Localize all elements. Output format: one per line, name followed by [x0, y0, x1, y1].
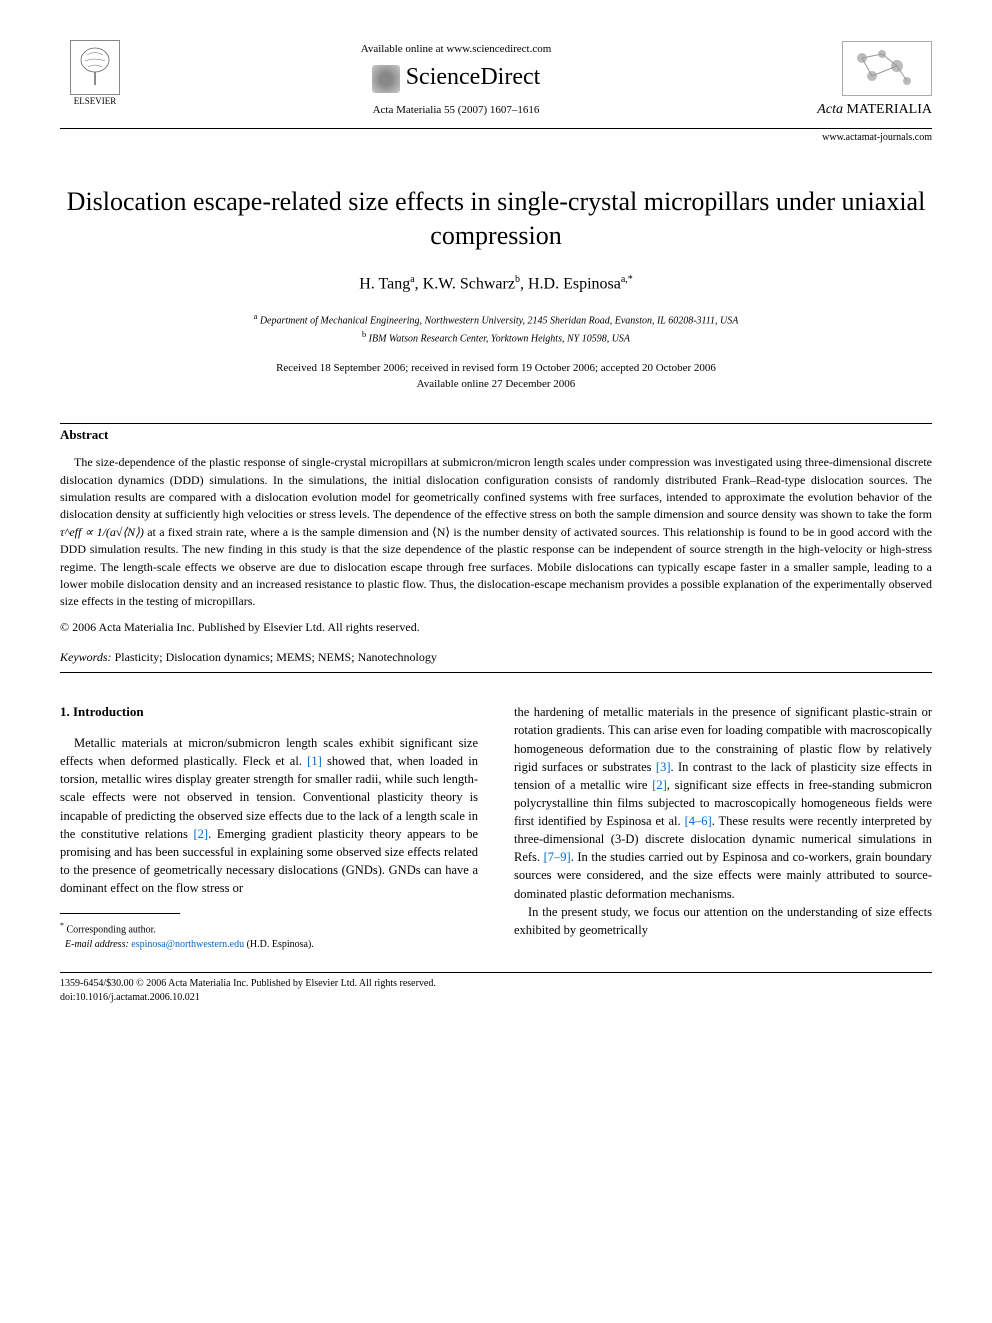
- article-title: Dislocation escape-related size effects …: [60, 185, 932, 253]
- affiliations: a Department of Mechanical Engineering, …: [60, 311, 932, 346]
- abstract-part2: at a fixed strain rate, where a is the s…: [60, 525, 932, 609]
- elsevier-tree-icon: [70, 40, 120, 95]
- email-suffix: (H.D. Espinosa).: [244, 939, 314, 950]
- author-2-aff: b: [515, 274, 520, 285]
- received-date: Received 18 September 2006; received in …: [276, 362, 716, 374]
- column-left: 1. Introduction Metallic materials at mi…: [60, 703, 478, 951]
- corresponding-author-label: Corresponding author.: [67, 925, 156, 936]
- author-3: H.D. Espinosa: [528, 275, 621, 292]
- intro-paragraph-1: Metallic materials at micron/submicron l…: [60, 734, 478, 897]
- col2-p2: In the present study, we focus our atten…: [514, 905, 932, 937]
- elsevier-logo: ELSEVIER: [60, 40, 130, 120]
- ref-link-1[interactable]: [1]: [307, 754, 322, 768]
- sciencedirect-logo: ScienceDirect: [130, 61, 782, 95]
- sciencedirect-text: ScienceDirect: [406, 64, 541, 90]
- ref-link-2b[interactable]: [2]: [652, 778, 667, 792]
- footer-info: 1359-6454/$30.00 © 2006 Acta Materialia …: [60, 977, 932, 1005]
- acta-caps: MATERIALIA: [846, 102, 932, 117]
- authors-line: H. Tanga, K.W. Schwarzb, H.D. Espinosaa,…: [60, 273, 932, 296]
- abstract-bottom-rule: [60, 672, 932, 673]
- section-1-heading: 1. Introduction: [60, 703, 478, 722]
- column-right: the hardening of metallic materials in t…: [514, 703, 932, 951]
- affiliation-a: Department of Mechanical Engineering, No…: [260, 316, 739, 327]
- author-1: H. Tang: [359, 275, 410, 292]
- author-3-aff: a,*: [621, 274, 633, 285]
- article-dates: Received 18 September 2006; received in …: [60, 360, 932, 393]
- author-2: K.W. Schwarz: [423, 275, 515, 292]
- abstract-heading: Abstract: [60, 426, 932, 444]
- author-1-aff: a: [410, 274, 414, 285]
- sciencedirect-icon: [372, 65, 400, 93]
- ref-link-79[interactable]: [7–9]: [544, 850, 571, 864]
- copyright-line: © 2006 Acta Materialia Inc. Published by…: [60, 619, 932, 636]
- footnote-separator: [60, 913, 180, 914]
- sciencedirect-block: Available online at www.sciencedirect.co…: [130, 42, 782, 118]
- abstract-part1: The size-dependence of the plastic respo…: [60, 455, 932, 521]
- available-date: Available online 27 December 2006: [417, 378, 576, 390]
- abstract-formula: τ^eff ∝ 1/(a√⟨N⟩): [60, 525, 144, 539]
- abstract-top-rule: [60, 423, 932, 424]
- email-label: E-mail address:: [65, 939, 129, 950]
- ref-link-46[interactable]: [4–6]: [685, 814, 712, 828]
- journal-url[interactable]: www.actamat-journals.com: [60, 131, 932, 145]
- intro-paragraph-2: In the present study, we focus our atten…: [514, 903, 932, 939]
- acta-graphic-icon: [842, 41, 932, 96]
- acta-italic: Acta: [817, 102, 843, 117]
- acta-logo-block: Acta MATERIALIA: [782, 41, 932, 120]
- intro-paragraph-1-cont: the hardening of metallic materials in t…: [514, 703, 932, 902]
- footer-line2: doi:10.1016/j.actamat.2006.10.021: [60, 992, 200, 1003]
- email-link[interactable]: espinosa@northwestern.edu: [131, 939, 244, 950]
- header-rule: [60, 128, 932, 129]
- keywords-label: Keywords:: [60, 650, 112, 664]
- ref-link-2[interactable]: [2]: [194, 827, 209, 841]
- footnote-block: * Corresponding author. E-mail address: …: [60, 920, 478, 951]
- col2-text-e: . In the studies carried out by Espinosa…: [514, 850, 932, 900]
- footer-line1: 1359-6454/$30.00 © 2006 Acta Materialia …: [60, 978, 436, 989]
- footer-rule: [60, 972, 932, 973]
- abstract-body: The size-dependence of the plastic respo…: [60, 454, 932, 611]
- journal-reference: Acta Materialia 55 (2007) 1607–1616: [130, 103, 782, 118]
- two-column-body: 1. Introduction Metallic materials at mi…: [60, 703, 932, 951]
- header-row: ELSEVIER Available online at www.science…: [60, 40, 932, 120]
- keywords-text: Plasticity; Dislocation dynamics; MEMS; …: [112, 650, 437, 664]
- available-online-text: Available online at www.sciencedirect.co…: [130, 42, 782, 57]
- affiliation-b: IBM Watson Research Center, Yorktown Hei…: [369, 333, 630, 344]
- ref-link-3[interactable]: [3]: [656, 760, 671, 774]
- keywords-line: Keywords: Plasticity; Dislocation dynami…: [60, 649, 932, 666]
- acta-journal-title: Acta MATERIALIA: [782, 100, 932, 120]
- elsevier-label: ELSEVIER: [74, 95, 117, 108]
